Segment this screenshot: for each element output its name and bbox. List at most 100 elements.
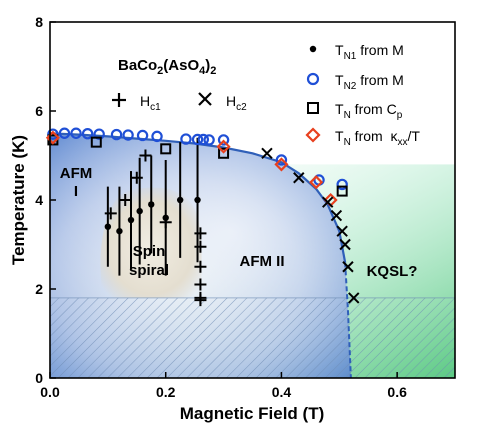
phase-boundary-tail (344, 262, 352, 379)
x-tick-label: 0.2 (156, 384, 176, 400)
tn1-point (136, 207, 143, 215)
legend-tn-cp-main: T (335, 101, 344, 117)
hc1-point (159, 216, 172, 229)
hc1-point (194, 260, 207, 273)
legend-tn-kappa-symbol: κ (390, 128, 398, 144)
legend-tn1-marker (309, 45, 317, 53)
tn-cp-point (218, 147, 230, 159)
legend-tn-kappa-tail: /T (407, 128, 420, 144)
y-axis-title: Temperature (K) (9, 135, 28, 265)
legend-tn-cp-rest: from C (351, 101, 397, 117)
legend-tn1-rest: from M (356, 42, 403, 58)
tn2-point (81, 127, 94, 140)
tn2-point (47, 128, 59, 140)
legend-hc1-sub: c1 (150, 102, 161, 113)
compound-formula-title: BaCo2(AsO4)2 (118, 57, 216, 77)
tn1-point (104, 223, 112, 230)
hc1-point (139, 149, 152, 162)
tn2-point (180, 133, 192, 145)
formula-part: (AsO (163, 57, 199, 74)
hc1-point (104, 207, 117, 220)
legend-tn1-sub: N1 (344, 51, 357, 62)
legend-tn-kappa-marker (305, 127, 321, 143)
tn2-point (275, 154, 288, 166)
tn-cp-point (336, 185, 348, 197)
y-tick-label: 2 (35, 281, 43, 297)
tn2-point (336, 178, 348, 191)
hc1-point (194, 227, 207, 240)
legend-tn2-label: TN2 from M (335, 72, 404, 92)
x-tick-label: 0.0 (40, 384, 60, 400)
formula-subscript: 2 (157, 65, 163, 77)
legend-tn-kappa-main: T (335, 128, 344, 144)
formula-subscript: 4 (199, 65, 206, 77)
tn1-point (194, 196, 201, 204)
legend-tn-kappa-label: TN from κxx/T (335, 128, 420, 148)
x-axis-ticks: 0.0 0.2 0.4 0.6 (40, 372, 407, 400)
tn-cp-point (90, 136, 102, 148)
tn2-point (93, 128, 105, 140)
tn-kappa-point (309, 175, 324, 190)
legend-tn2-rest: from M (356, 72, 403, 88)
y-axis-ticks: 0 2 4 6 8 (35, 14, 56, 386)
legend-hc2-sub: c2 (236, 102, 247, 113)
tn1-point (148, 201, 155, 208)
hc2-point (336, 225, 348, 237)
x-axis-title: Magnetic Field (T) (180, 404, 325, 423)
tn2-point (70, 127, 82, 139)
legend-tn-kappa-sub2: xx (397, 137, 407, 148)
x-tick-label: 0.4 (272, 384, 292, 400)
hc2-point (293, 172, 305, 184)
legend-tn1-label: TN1 from M (335, 42, 404, 62)
data-marks (45, 127, 360, 307)
formula-subscript: 2 (210, 65, 216, 77)
hc2-point (348, 292, 360, 304)
hc2-point (339, 238, 351, 251)
tn1-point (176, 196, 184, 204)
legend-tn-cp-sub: N (344, 110, 351, 121)
legend-hc1-label: Hc1 (140, 93, 161, 113)
transition-legend: TN1 from M TN2 from M TN from Cp TN from… (305, 42, 420, 148)
hc1-point (194, 294, 207, 307)
hc1-point (130, 171, 143, 184)
legend-tn2-marker (306, 72, 320, 86)
tn2-point (203, 134, 215, 146)
legend-hc2-marker (198, 92, 212, 106)
hc2-point (322, 196, 334, 208)
tn2-point (217, 134, 230, 146)
legend-hc1-marker (112, 93, 126, 107)
hc2-point (261, 147, 273, 159)
tn1-point (116, 227, 123, 235)
y-tick-label: 6 (35, 103, 43, 119)
field-marker-legend: Hc1 Hc2 (112, 92, 247, 113)
x-tick-label: 0.6 (387, 384, 407, 400)
tn2-point (122, 129, 134, 141)
formula-part: BaCo (118, 57, 157, 74)
formula-part: ) (205, 57, 210, 74)
spin-spiral-label-line2: spiral (129, 262, 169, 279)
hc1-point (194, 278, 207, 291)
afm-i-label-line1: AFM (60, 165, 93, 182)
spin-spiral-label-line1: Spin (133, 243, 166, 260)
tn2-point (191, 133, 204, 146)
legend-tn-cp-sub2: p (397, 110, 403, 121)
legend-tn-cp-marker (307, 102, 319, 114)
legend-tn-cp-label: TN from Cp (335, 101, 403, 121)
tn2-point (197, 133, 210, 146)
legend-tn1-main: T (335, 42, 344, 58)
afm-i-label-line2: I (74, 183, 78, 200)
y-tick-label: 0 (35, 370, 43, 386)
tn2-point (110, 128, 123, 141)
hc2-point (342, 261, 354, 273)
tn-kappa-point (274, 157, 289, 172)
kqsl-label: KQSL? (367, 263, 418, 280)
tn2-point (136, 129, 149, 142)
hc1-point (119, 194, 132, 206)
y-tick-label: 8 (35, 14, 43, 30)
legend-tn-kappa-sub: N (344, 137, 351, 148)
tn2-point (151, 130, 163, 143)
legend-tn2-sub: N2 (344, 81, 357, 92)
legend-hc1-main: H (140, 93, 150, 109)
y-tick-label: 4 (35, 192, 43, 208)
